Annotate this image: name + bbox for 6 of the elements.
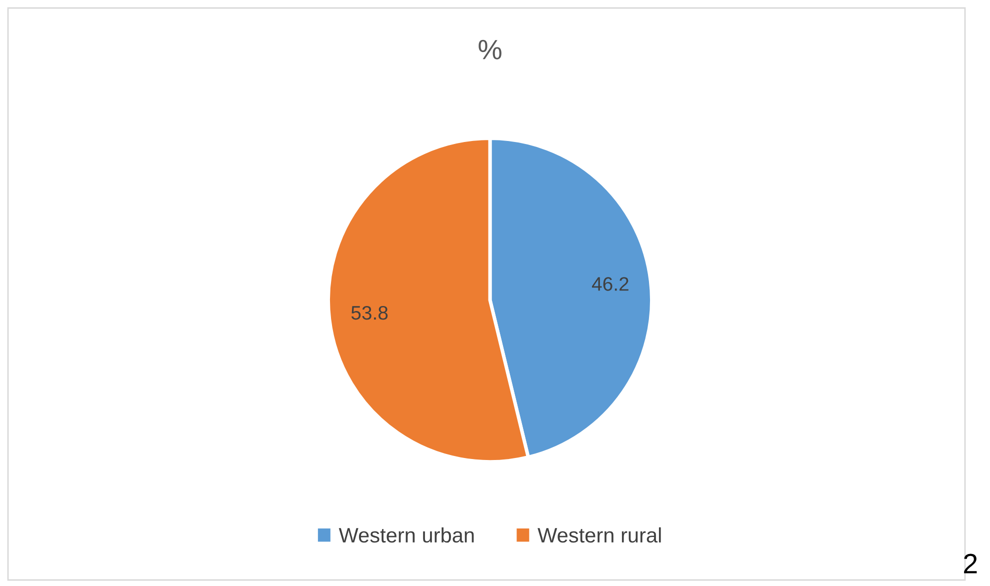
- chart-title: %: [478, 40, 502, 60]
- data-label: 46.2: [592, 277, 628, 291]
- legend-label: Western rural: [538, 527, 661, 543]
- legend-label: Western urban: [338, 527, 474, 543]
- text: 2: [964, 554, 977, 574]
- data-label: 53.8: [351, 306, 388, 320]
